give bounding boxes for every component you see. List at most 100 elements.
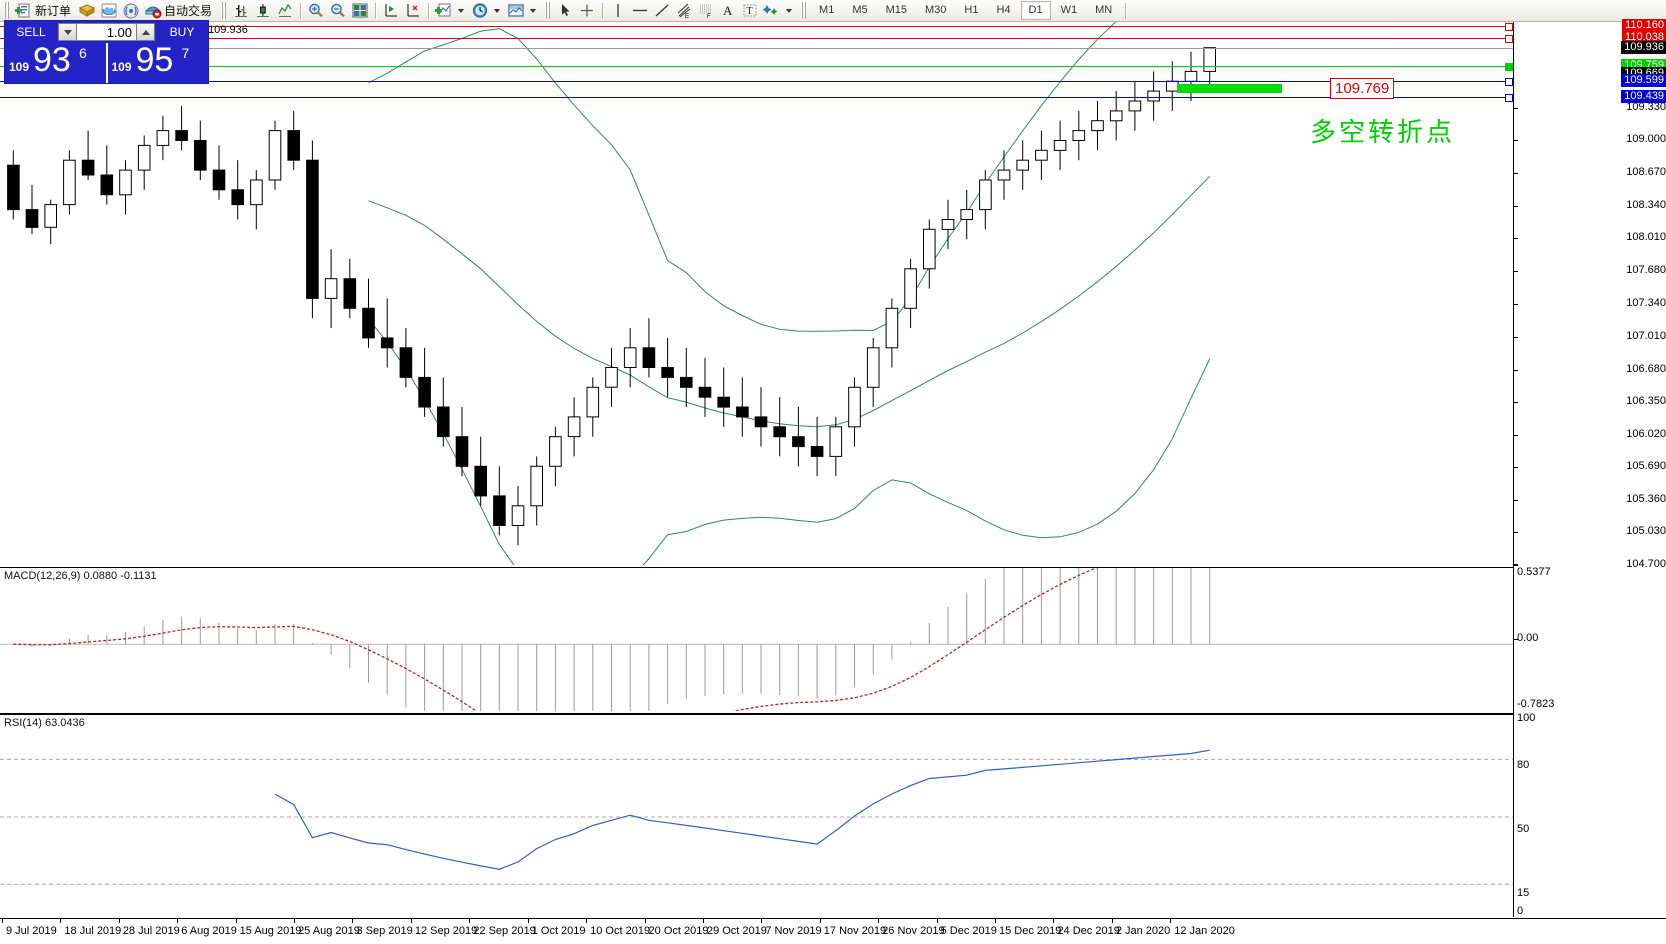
time-axis-label: 25 Aug 2019 [298,925,360,937]
time-axis[interactable]: 9 Jul 2019 18 Jul 2019 28 Jul 2019 6 Aug 20… [0,918,1666,944]
time-axis-label: 2 Jan 2020 [1115,925,1171,937]
toolbar-grip-3[interactable] [545,2,551,19]
price-level-line[interactable] [0,65,1513,67]
one-click-trading-panel[interactable]: SELL 1.00 BUY 109 93 6 109 95 7 [4,20,209,84]
price-scale[interactable]: 109.330 109.000 108.670 108.340 108.010 107.6… [1513,18,1666,917]
bollinger-middle-band [368,175,1211,428]
line-drag-handle[interactable] [1505,94,1513,103]
price-level-line[interactable] [0,81,1513,83]
zoom-in-button[interactable] [305,1,327,21]
volume-stepper[interactable]: 1.00 [58,23,155,41]
price-scale-marker[interactable]: 109.936 [1621,41,1666,55]
chevron-down-icon-2[interactable] [494,8,501,13]
timeframe-h4[interactable]: H4 [996,4,1011,16]
candlestick-chart-button[interactable] [252,1,274,21]
price-scale-label: 108.010 [1626,231,1666,244]
timeframe-mn[interactable]: MN [1095,4,1113,16]
vertical-line-button[interactable] [607,1,629,21]
chart-shift-icon [382,2,400,19]
price-scale-label: 108.670 [1626,166,1666,179]
price-scale-label: 106.020 [1626,427,1666,440]
toolbar-grip-2[interactable] [221,2,227,19]
line-chart-button[interactable] [274,1,296,21]
text-label-button[interactable]: T [739,1,761,21]
price-chart-panel[interactable]: USDJPY-,Daily 109.538 109.937 109.526 10… [0,22,1513,565]
price-level-line[interactable] [0,25,1513,27]
price-scale-marker[interactable]: 110.160 [1622,18,1666,32]
profile-button[interactable] [76,1,98,21]
time-axis-tick [702,919,704,923]
bollinger-upper-band [368,22,1117,332]
macd-signal-line [13,568,1098,711]
time-axis-tick [177,919,179,923]
chevron-down-icon[interactable] [458,8,465,13]
equidistant-channel-button[interactable]: E [673,1,695,21]
fibonacci-retracement-button[interactable]: F [695,1,717,21]
toolbar-grip-4[interactable] [801,2,807,19]
green-highlight-bar[interactable] [1177,84,1282,93]
line-drag-handle[interactable] [1505,78,1513,87]
sell-price-quote[interactable]: 109 93 6 [5,41,108,83]
period-button[interactable] [469,1,505,21]
zoom-in-icon [307,2,325,19]
line-drag-handle[interactable] [1505,34,1513,43]
indicators-button[interactable] [433,1,469,21]
text-button[interactable]: A [717,1,739,21]
horizontal-line-button[interactable] [629,1,651,21]
timeframe-m30[interactable]: M30 [925,4,947,16]
crosshair-button[interactable] [576,1,598,21]
timeframe-h1[interactable]: H1 [964,4,979,16]
zoom-out-icon [329,2,347,19]
time-axis-label: 12 Sep 2019 [414,925,478,937]
time-axis-label: 12 Jan 2020 [1174,925,1235,937]
price-scale-marker[interactable]: 109.599 [1621,74,1666,88]
volume-increment-button[interactable] [136,23,155,41]
timeframe-group: M1 M5 M15 M30 H1 H4 D1 W1 MN [810,1,1130,20]
bar-chart-button[interactable] [230,1,252,21]
timeframe-m1[interactable]: M1 [819,4,835,16]
toolbar-grip[interactable] [4,2,9,19]
cursor-button[interactable] [554,1,576,21]
price-scale-marker[interactable]: 109.439 [1621,90,1666,104]
time-axis-label: 20 Oct 2019 [648,925,709,937]
zoom-out-button[interactable] [327,1,349,21]
timeframe-m15[interactable]: M15 [885,4,907,16]
timeframe-m5[interactable]: M5 [852,4,868,16]
timeframe-w1[interactable]: W1 [1060,4,1078,16]
price-level-line[interactable] [0,97,1513,99]
macd-panel[interactable]: MACD(12,26,9) 0.0880 -0.1131 [0,567,1513,714]
line-drag-handle[interactable] [1505,22,1513,31]
scale-tick [1514,434,1518,436]
chart-area[interactable]: USDJPY-,Daily 109.538 109.937 109.526 10… [0,18,1666,944]
sell-button[interactable]: SELL [16,25,46,39]
line-drag-handle[interactable] [1505,62,1513,71]
one-click-prices-row: 109 93 6 109 95 7 [5,41,209,83]
timeframe-d1[interactable]: D1 [1020,1,1051,20]
autoscroll-button[interactable] [402,1,424,21]
chevron-down-icon-4[interactable] [786,8,793,13]
cursor-icon [556,2,574,19]
rsi-panel[interactable]: RSI(14) 63.0436 [0,714,1513,919]
signals-button[interactable] [120,1,142,21]
price-tag-label[interactable]: 109.769 [1330,78,1395,99]
autotrading-button[interactable]: 自动交易 [142,1,217,21]
signals-icon [122,2,140,19]
tile-windows-button[interactable] [349,1,371,21]
buy-price-quote[interactable]: 109 95 7 [108,41,209,83]
volume-input[interactable]: 1.00 [77,23,136,41]
chevron-up-icon-vol [141,29,150,35]
chart-shift-button[interactable] [380,1,402,21]
templates-button[interactable] [505,1,541,21]
trendline-button[interactable] [651,1,673,21]
market-watch-button[interactable] [98,1,120,21]
price-scale-marker[interactable]: 110.038 [1622,30,1666,44]
new-order-button[interactable]: 新订单 [13,1,76,21]
volume-decrement-button[interactable] [58,23,77,41]
objects-button[interactable] [761,1,797,21]
price-level-line[interactable] [0,48,1513,50]
time-axis-tick [644,919,646,923]
price-level-line[interactable] [0,37,1513,39]
chevron-down-icon-3[interactable] [530,8,537,13]
annotation-text[interactable]: 多空转折点 [1310,118,1456,148]
buy-button[interactable]: BUY [169,25,195,39]
